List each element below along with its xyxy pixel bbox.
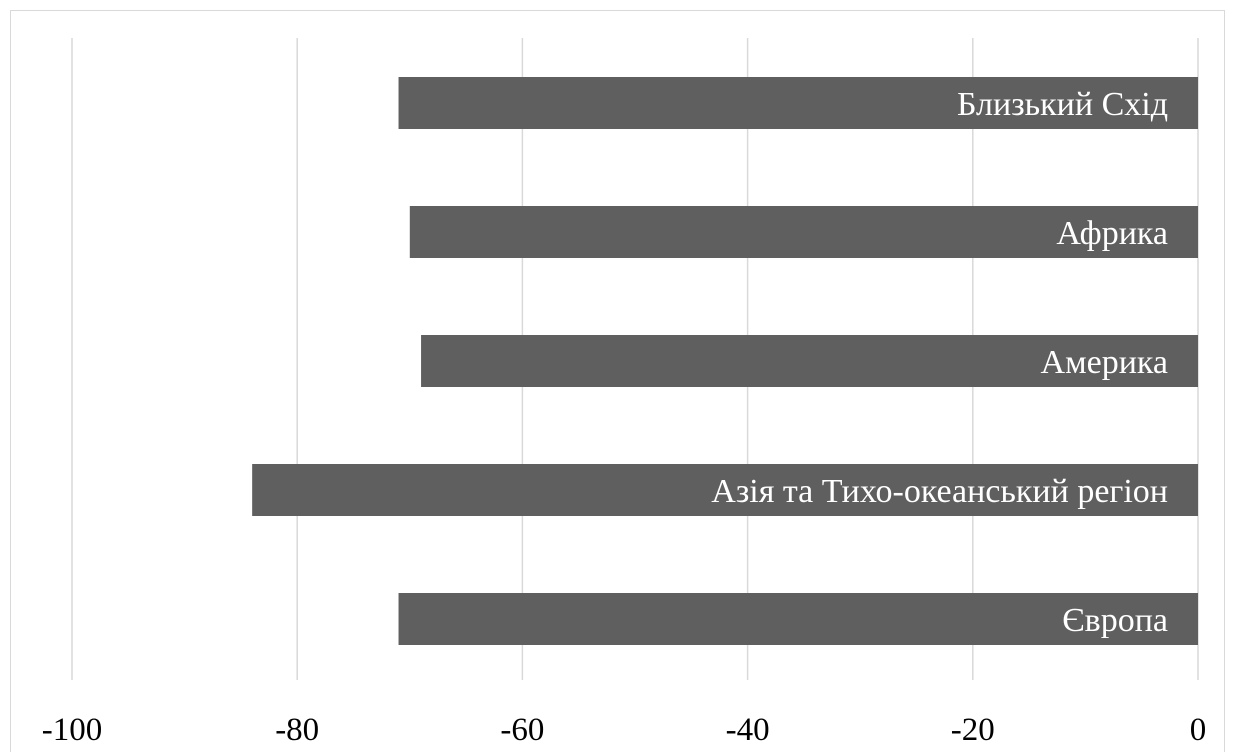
- bar-label-3: Азія та Тихо-океанський регіон: [711, 473, 1168, 510]
- x-tick-label-0: -100: [42, 712, 103, 748]
- bar-label-0: Близький Схід: [957, 86, 1168, 123]
- bar-0: [398, 77, 1198, 129]
- bar-label-4: Європа: [1062, 602, 1168, 639]
- x-tick-label-5: 0: [1190, 712, 1207, 748]
- bar-label-1: Африка: [1056, 215, 1168, 252]
- x-tick-label-2: -60: [500, 712, 544, 748]
- bar-label-2: Америка: [1041, 344, 1168, 381]
- bar-4: [398, 593, 1198, 645]
- x-tick-label-3: -40: [726, 712, 770, 748]
- x-tick-label-1: -80: [275, 712, 319, 748]
- bar-1: [409, 206, 1198, 258]
- chart-frame: [10, 10, 1225, 752]
- x-tick-label-4: -20: [951, 712, 995, 748]
- bar-3: [252, 464, 1198, 516]
- bar-2: [421, 335, 1198, 387]
